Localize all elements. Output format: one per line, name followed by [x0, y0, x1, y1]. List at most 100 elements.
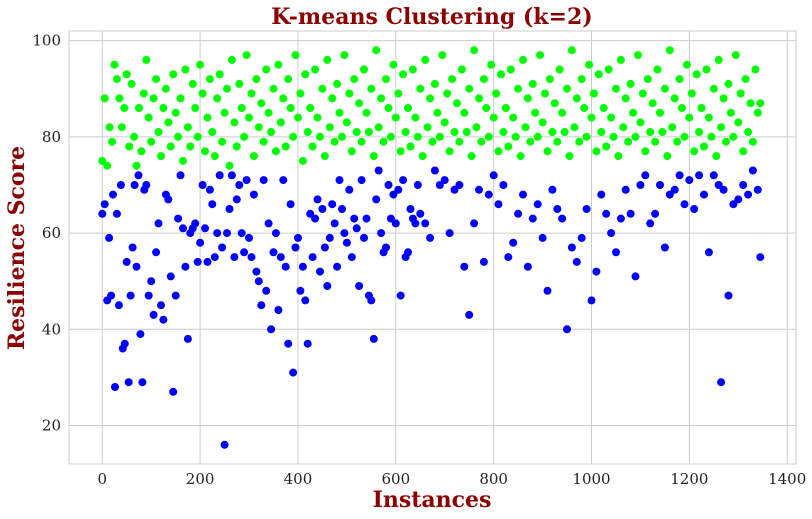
- data-point: [205, 185, 214, 194]
- data-point: [457, 65, 466, 74]
- data-point: [196, 238, 205, 247]
- data-point: [651, 209, 660, 218]
- data-point: [404, 104, 412, 112]
- data-point: [719, 185, 728, 194]
- data-point: [519, 55, 527, 64]
- data-point: [575, 137, 584, 146]
- data-point: [125, 142, 134, 151]
- data-point: [678, 104, 686, 112]
- data-point: [685, 113, 694, 122]
- data-point: [210, 253, 219, 262]
- data-point: [465, 84, 474, 93]
- data-point: [658, 128, 667, 136]
- data-point: [362, 108, 371, 117]
- data-point: [526, 137, 535, 146]
- data-point: [181, 262, 190, 271]
- y-axis-label: Resilience Score: [4, 146, 30, 350]
- data-point: [298, 262, 307, 271]
- data-point: [374, 166, 383, 175]
- data-point: [629, 108, 638, 117]
- data-point: [406, 142, 415, 151]
- data-point: [372, 46, 381, 55]
- data-point: [127, 79, 136, 88]
- data-point: [318, 84, 327, 93]
- data-point: [553, 137, 562, 146]
- data-point: [245, 233, 253, 242]
- data-point: [137, 147, 146, 156]
- data-point: [296, 286, 305, 295]
- data-point: [369, 152, 378, 161]
- data-point: [117, 123, 126, 132]
- data-point: [112, 209, 121, 218]
- data-point: [203, 113, 212, 122]
- data-point: [489, 113, 498, 122]
- data-point: [352, 224, 361, 233]
- data-point: [301, 70, 310, 79]
- data-point: [347, 147, 356, 156]
- data-point: [98, 156, 107, 165]
- data-point: [103, 161, 112, 170]
- y-tick-label: 80: [42, 128, 61, 146]
- data-point: [509, 238, 518, 247]
- data-point: [157, 152, 165, 161]
- data-point: [262, 65, 271, 74]
- data-point: [311, 65, 320, 74]
- data-point: [577, 233, 586, 242]
- data-point: [367, 84, 376, 93]
- data-point: [252, 75, 261, 84]
- data-point: [325, 233, 334, 242]
- data-point: [254, 123, 263, 132]
- data-point: [567, 243, 576, 252]
- data-point: [435, 181, 444, 189]
- data-point: [164, 118, 173, 127]
- data-point: [271, 147, 280, 156]
- data-point: [572, 257, 581, 266]
- data-point: [144, 291, 153, 300]
- data-point: [284, 75, 293, 84]
- data-point: [308, 253, 317, 262]
- data-point: [340, 51, 349, 60]
- data-point: [714, 55, 723, 64]
- data-point: [440, 176, 449, 185]
- data-point: [144, 113, 153, 122]
- data-point: [259, 176, 268, 185]
- data-point: [418, 152, 427, 161]
- data-point: [367, 296, 376, 305]
- data-point: [621, 94, 630, 103]
- data-point: [294, 113, 302, 122]
- data-point: [107, 291, 116, 300]
- data-point: [249, 190, 258, 199]
- data-point: [511, 132, 520, 141]
- data-point: [641, 147, 650, 156]
- data-point: [126, 291, 135, 300]
- data-point: [729, 200, 738, 209]
- data-point: [269, 84, 278, 93]
- data-point: [105, 233, 114, 242]
- data-point: [149, 94, 158, 103]
- data-point: [690, 147, 699, 156]
- data-point: [399, 70, 408, 79]
- data-point: [174, 132, 183, 141]
- data-point: [124, 378, 133, 387]
- data-point: [296, 89, 305, 98]
- data-point: [245, 113, 253, 122]
- data-point: [726, 108, 735, 117]
- data-point: [201, 224, 209, 233]
- data-point: [114, 301, 123, 310]
- data-point: [712, 152, 721, 161]
- data-point: [198, 181, 207, 189]
- data-point: [675, 171, 684, 180]
- x-tick-label: 200: [186, 470, 215, 488]
- data-point: [134, 171, 143, 180]
- data-point: [274, 306, 283, 314]
- data-point: [320, 243, 329, 252]
- data-point: [399, 176, 408, 185]
- data-point: [122, 70, 131, 79]
- data-point: [191, 219, 200, 228]
- data-point: [227, 55, 236, 64]
- data-point: [109, 190, 117, 199]
- data-point: [223, 229, 231, 238]
- data-point: [289, 368, 298, 377]
- x-tick-labels: 0 200 400 600 800 1000 1200 1400: [97, 470, 806, 488]
- data-point: [274, 60, 283, 69]
